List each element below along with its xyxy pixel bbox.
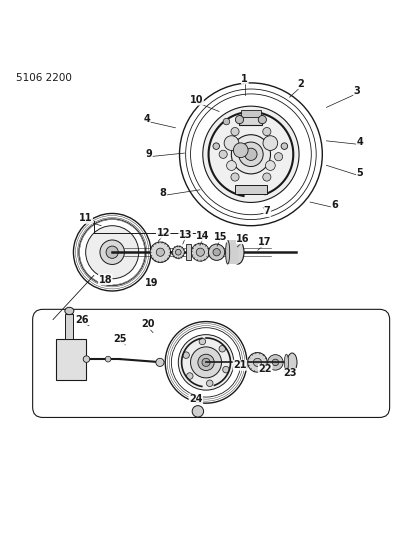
Text: 3: 3 xyxy=(354,86,360,96)
Ellipse shape xyxy=(287,353,297,372)
Ellipse shape xyxy=(226,240,230,264)
Circle shape xyxy=(203,106,299,203)
Circle shape xyxy=(223,366,229,373)
Circle shape xyxy=(165,321,247,403)
Circle shape xyxy=(231,173,239,181)
Circle shape xyxy=(231,127,239,136)
Circle shape xyxy=(263,136,278,150)
Circle shape xyxy=(191,347,222,378)
Circle shape xyxy=(83,356,90,362)
Circle shape xyxy=(231,135,271,174)
Text: 15: 15 xyxy=(213,232,227,242)
Text: 13: 13 xyxy=(179,230,193,240)
Circle shape xyxy=(198,354,214,370)
Text: 9: 9 xyxy=(146,149,152,159)
Circle shape xyxy=(219,345,226,352)
Ellipse shape xyxy=(175,249,181,255)
Text: 12: 12 xyxy=(156,228,170,238)
Circle shape xyxy=(180,83,322,225)
Text: 21: 21 xyxy=(233,360,247,370)
Text: 26: 26 xyxy=(75,314,89,325)
Bar xyxy=(65,314,73,338)
Text: 6: 6 xyxy=(331,200,338,211)
Circle shape xyxy=(226,160,236,171)
Text: 23: 23 xyxy=(283,368,297,378)
Text: 11: 11 xyxy=(79,213,93,223)
Text: 22: 22 xyxy=(258,365,272,374)
Circle shape xyxy=(242,187,247,192)
Circle shape xyxy=(253,358,262,367)
Circle shape xyxy=(258,116,266,124)
Circle shape xyxy=(281,143,288,149)
Text: 1: 1 xyxy=(242,74,248,84)
Bar xyxy=(56,338,86,379)
Text: 10: 10 xyxy=(190,95,204,105)
Circle shape xyxy=(248,353,267,372)
Ellipse shape xyxy=(65,308,74,314)
Circle shape xyxy=(73,213,151,291)
Circle shape xyxy=(219,150,227,158)
Circle shape xyxy=(186,373,193,379)
Ellipse shape xyxy=(232,240,244,264)
Bar xyxy=(241,110,261,117)
Circle shape xyxy=(199,338,206,345)
Circle shape xyxy=(106,246,118,259)
Circle shape xyxy=(263,173,271,181)
Bar xyxy=(235,185,267,194)
Circle shape xyxy=(233,143,248,158)
Circle shape xyxy=(192,406,204,417)
Text: 8: 8 xyxy=(160,188,166,198)
Text: 18: 18 xyxy=(98,274,112,285)
Text: 14: 14 xyxy=(196,231,210,241)
Text: 5: 5 xyxy=(357,168,363,179)
Text: 2: 2 xyxy=(298,79,304,88)
Circle shape xyxy=(196,248,204,256)
Circle shape xyxy=(156,358,164,367)
Text: 4: 4 xyxy=(144,114,150,124)
Circle shape xyxy=(213,248,220,256)
Circle shape xyxy=(213,143,220,149)
Circle shape xyxy=(224,136,239,150)
Text: 24: 24 xyxy=(189,394,203,404)
Text: 5106 2200: 5106 2200 xyxy=(16,72,72,83)
Circle shape xyxy=(272,359,279,366)
Circle shape xyxy=(235,116,244,124)
Bar xyxy=(239,115,262,125)
Circle shape xyxy=(208,244,225,261)
Bar xyxy=(186,244,191,261)
Circle shape xyxy=(156,248,164,256)
Text: 20: 20 xyxy=(141,319,155,329)
Circle shape xyxy=(263,127,271,136)
Circle shape xyxy=(100,240,124,264)
Text: 25: 25 xyxy=(113,334,127,344)
Circle shape xyxy=(150,242,171,262)
Bar xyxy=(228,240,238,264)
Circle shape xyxy=(202,358,210,367)
Circle shape xyxy=(105,356,111,362)
Text: 16: 16 xyxy=(236,234,250,244)
Circle shape xyxy=(86,225,139,279)
Circle shape xyxy=(275,152,283,161)
Ellipse shape xyxy=(284,354,288,370)
Circle shape xyxy=(191,243,209,261)
Text: 7: 7 xyxy=(264,206,271,216)
Circle shape xyxy=(239,142,263,166)
Circle shape xyxy=(266,160,275,171)
Ellipse shape xyxy=(172,246,184,259)
Circle shape xyxy=(178,335,234,390)
Circle shape xyxy=(268,354,283,370)
Text: 17: 17 xyxy=(257,237,271,247)
Circle shape xyxy=(223,118,230,125)
Text: 4: 4 xyxy=(357,137,363,147)
Circle shape xyxy=(206,380,213,386)
Circle shape xyxy=(183,352,189,358)
Text: 19: 19 xyxy=(145,278,159,288)
Circle shape xyxy=(255,187,259,192)
Circle shape xyxy=(245,148,257,160)
